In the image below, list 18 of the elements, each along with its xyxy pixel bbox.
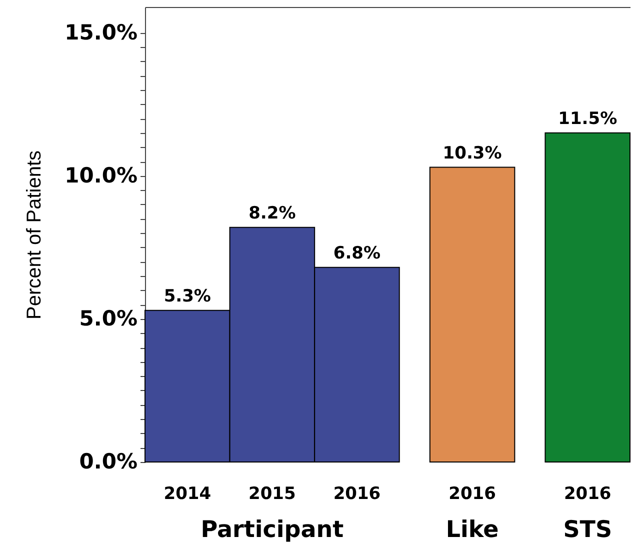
y-tick-label: 5.0% xyxy=(79,306,138,330)
y-tick-label: 10.0% xyxy=(64,163,138,188)
data-label: 6.8% xyxy=(333,243,381,264)
y-tick-label: 0.0% xyxy=(79,450,138,474)
data-label: 8.2% xyxy=(248,203,296,224)
text: STS xyxy=(563,517,612,543)
y-tick-label: 15.0% xyxy=(64,20,138,44)
y-axis-title: Percent of Patients xyxy=(24,150,46,320)
data-label: 5.3% xyxy=(164,286,211,306)
x-tick-label: 2015 xyxy=(248,484,296,504)
x-tick-label: 2016 xyxy=(448,484,496,504)
data-label: 10.3% xyxy=(442,143,502,164)
text: Like xyxy=(446,517,499,543)
x-tick-label: 2016 xyxy=(564,484,612,504)
text: Participant xyxy=(200,517,344,543)
data-label: 11.5% xyxy=(558,108,618,129)
x-tick-label: 2014 xyxy=(164,484,212,504)
x-tick-label: 2016 xyxy=(333,484,381,504)
